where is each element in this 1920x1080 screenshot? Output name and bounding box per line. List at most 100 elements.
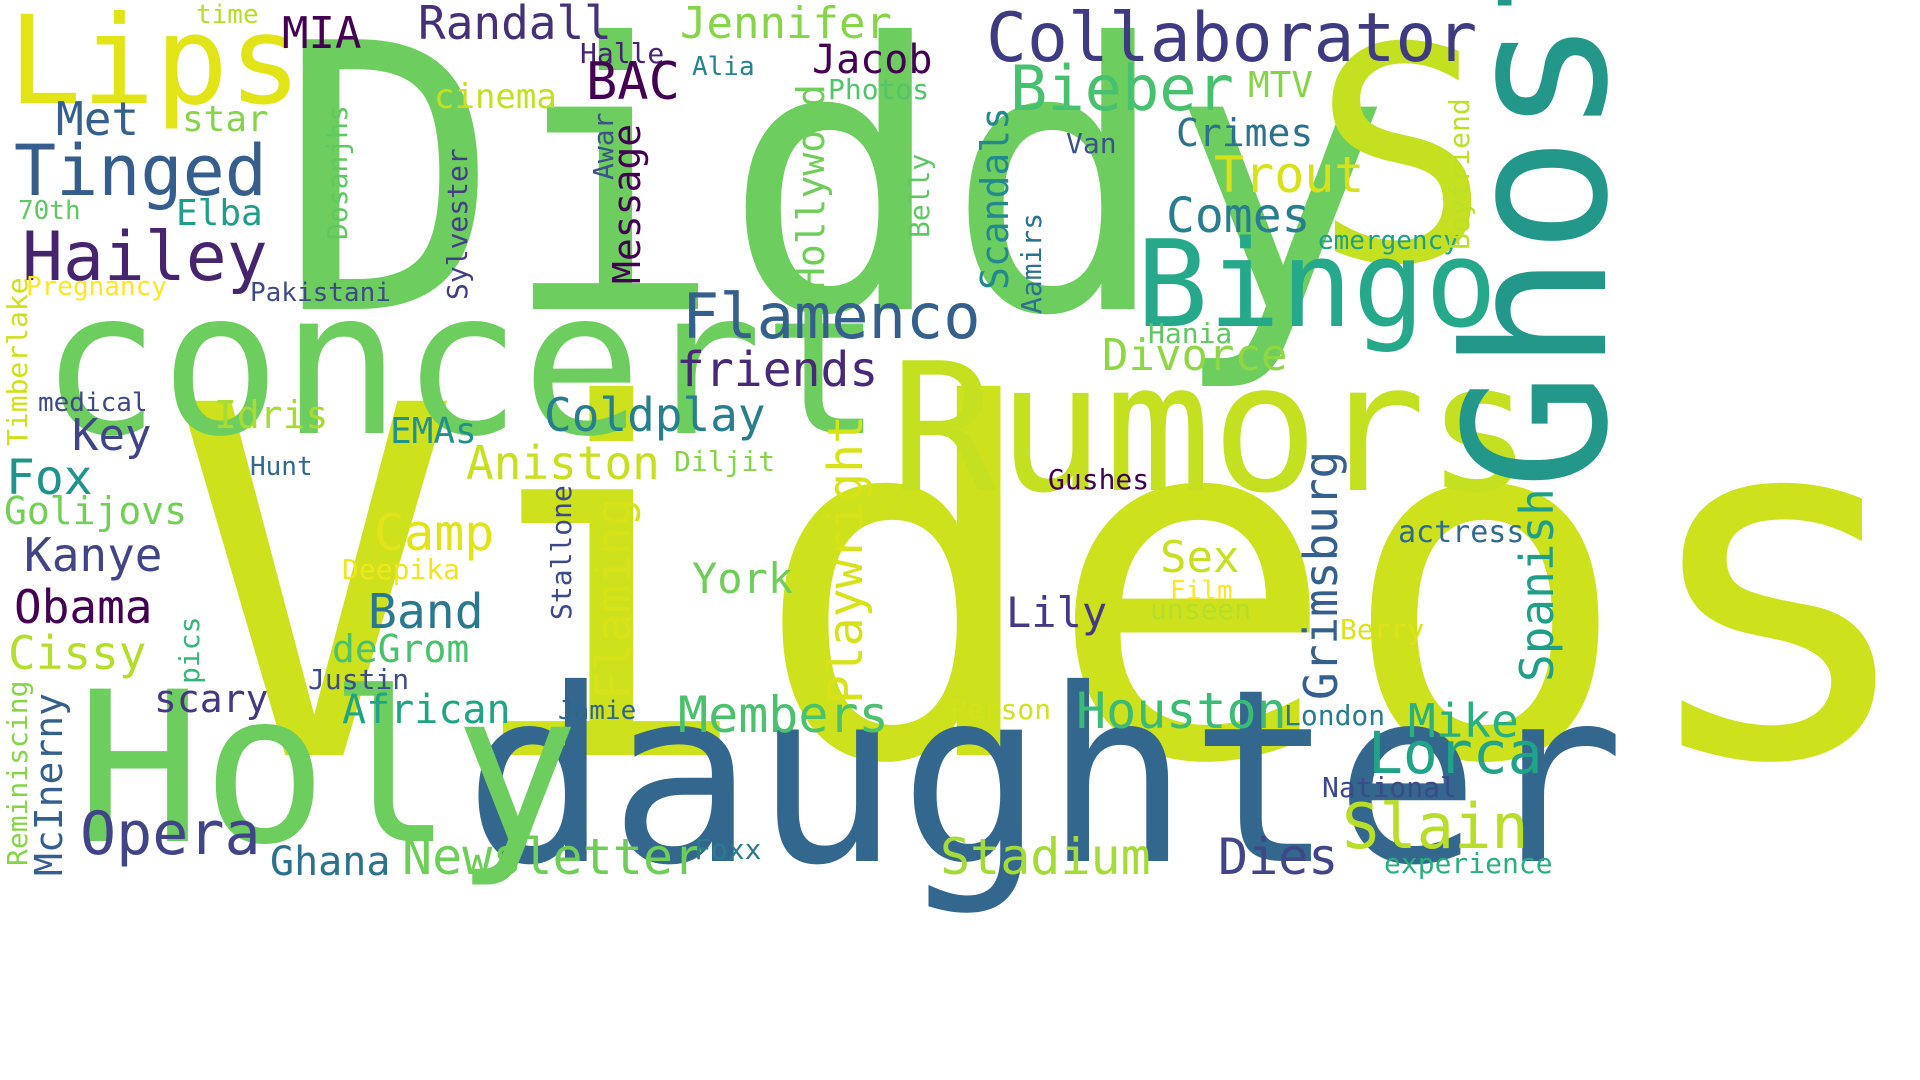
- word-cinema: cinema: [434, 77, 557, 117]
- word-scandals: Scandals: [973, 106, 1017, 290]
- word-golijovs: Golijovs: [4, 489, 188, 533]
- word-unseen: unseen: [1150, 593, 1252, 626]
- word-hunt: Hunt: [250, 452, 313, 482]
- word-york: York: [692, 554, 794, 603]
- word-videos: Videos: [168, 304, 1920, 870]
- word-van: Van: [1066, 127, 1117, 160]
- word-aniston: Aniston: [466, 436, 660, 490]
- word-ghana: Ghana: [270, 839, 391, 885]
- word-foxx: Foxx: [694, 833, 762, 866]
- word-national: National: [1322, 771, 1457, 804]
- word-rumors: Rumors: [890, 325, 1533, 532]
- word-idris: Idris: [214, 393, 329, 437]
- word-alia: Alia: [692, 52, 755, 82]
- word-dies: Dies: [1218, 828, 1339, 886]
- word-divorce: Divorce: [1102, 330, 1288, 381]
- word-fox: Fox: [6, 450, 93, 506]
- word-mtv: MTV: [1248, 65, 1314, 106]
- word-grimsburg: Grimsburg: [1294, 450, 1348, 700]
- word-halle: Halle: [580, 37, 665, 70]
- word-hailey: Hailey: [22, 218, 268, 297]
- word-sylvester: Sylvester: [441, 148, 474, 300]
- word-pics: pics: [173, 616, 206, 684]
- word-message: Message: [605, 123, 649, 284]
- word-jamie: Jamie: [558, 696, 637, 726]
- word-elba: Elba: [176, 193, 263, 234]
- word-boyfriend: Boyfriend: [1443, 98, 1476, 250]
- word-dosanjhs: Dosanjhs: [321, 105, 354, 240]
- word-london: London: [1284, 699, 1386, 732]
- word-s: S: [1312, 0, 1491, 331]
- word-film: Film: [1170, 576, 1233, 606]
- word-newsletter: Newsletter: [402, 828, 704, 886]
- word-collaborator: Collaborator: [986, 0, 1478, 78]
- word-concert: concert: [40, 248, 883, 481]
- word-lorca: Lorca: [1368, 719, 1543, 787]
- word-opera: Opera: [80, 799, 261, 869]
- word-pakistani: Pakistani: [250, 278, 391, 308]
- word-mcinerny: McInerny: [27, 692, 71, 876]
- word-justin: Justin: [308, 663, 410, 696]
- word-aamirs: Aamirs: [1015, 212, 1048, 314]
- word-star: star: [182, 99, 269, 140]
- word-met: Met: [56, 92, 140, 146]
- word-mike: Mike: [1408, 694, 1519, 748]
- word-deepika: Deepika: [342, 553, 461, 586]
- word-photos: Photos: [828, 73, 930, 106]
- word-diljit: Diljit: [674, 445, 776, 478]
- word-stadium: Stadium: [940, 828, 1151, 886]
- word-medical: medical: [38, 388, 148, 418]
- word-bac: BAC: [586, 52, 680, 112]
- word-gushes: Gushes: [1048, 463, 1150, 496]
- word-key: Key: [72, 410, 152, 461]
- word-sex: Sex: [1160, 532, 1240, 583]
- word-70th: 70th: [18, 196, 81, 226]
- word-obama: Obama: [14, 580, 153, 634]
- word-playwright: Playwright: [818, 415, 874, 704]
- word-slain: Slain: [1342, 790, 1529, 863]
- word-stallone: Stallone: [545, 485, 578, 620]
- word-bingo: Bingo: [1136, 216, 1498, 355]
- word-jennifer: Jennifer: [680, 0, 892, 49]
- word-kanye: Kanye: [24, 528, 163, 582]
- word-camp: Camp: [374, 504, 495, 562]
- word-friends: friends: [676, 342, 879, 398]
- word-emas: EMAs: [390, 411, 477, 452]
- word-houston: Houston: [1076, 682, 1287, 740]
- word-bieber: Bieber: [1010, 52, 1234, 125]
- word-comes: Comes: [1166, 188, 1311, 244]
- word-flamenco: Flamenco: [682, 280, 981, 353]
- word-band: Band: [368, 584, 484, 640]
- word-tinged: Tinged: [14, 130, 267, 212]
- word-degrom: deGrom: [332, 627, 470, 671]
- word-members: Members: [678, 686, 889, 744]
- word-emergency: emergency: [1318, 226, 1459, 256]
- word-coldplay: Coldplay: [544, 388, 766, 442]
- word-experience: experience: [1384, 847, 1553, 880]
- word-mia: MIA: [282, 8, 362, 59]
- word-scary: scary: [154, 677, 269, 721]
- word-person: Person: [950, 693, 1052, 726]
- word-spanish: Spanish: [1510, 488, 1564, 682]
- word-flaming: Flaming: [586, 497, 642, 700]
- word-pregnancy: Pregnancy: [26, 272, 167, 302]
- word-african: African: [342, 687, 511, 733]
- word-trout: Trout: [1214, 146, 1365, 204]
- word-cissy: Cissy: [8, 626, 147, 680]
- word-crimes: Crimes: [1176, 111, 1314, 155]
- word-diddy: Diddy: [278, 0, 1392, 397]
- word-daughter: daughter: [464, 637, 1625, 918]
- word-time: time: [196, 0, 259, 30]
- word-randall: Randall: [418, 0, 612, 50]
- word-actress: actress: [1398, 515, 1525, 550]
- word-belly: Belly: [903, 153, 936, 238]
- word-lily: Lily: [1006, 588, 1108, 637]
- word-lips: Lips: [8, 0, 302, 132]
- word-hania: Hania: [1148, 317, 1233, 350]
- word-hollywood: Hollywood: [789, 84, 833, 290]
- word-holy: Holy: [76, 648, 580, 891]
- word-timberlake: Timberlake: [1, 277, 34, 446]
- word-berry: Berry: [1340, 613, 1425, 646]
- word-jacob: Jacob: [812, 37, 933, 83]
